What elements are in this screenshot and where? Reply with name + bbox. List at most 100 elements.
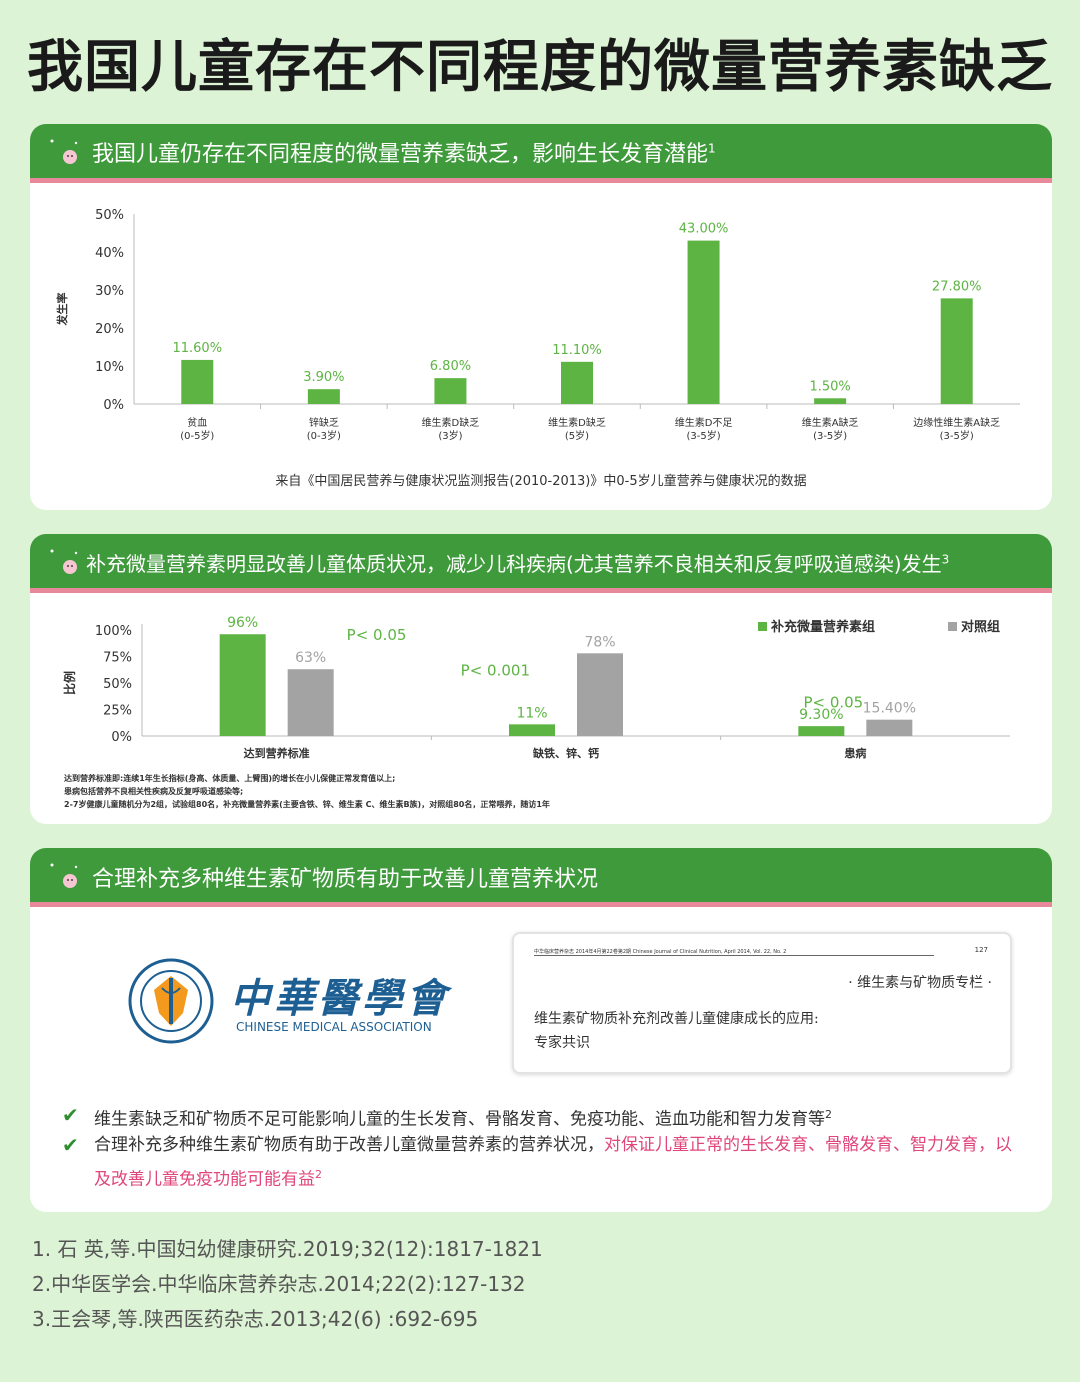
panel-supplement-effect: 补充微量营养素明显改善儿童体质状况，减少儿科疾病(尤其营养不良相关和反复呼吸道感… xyxy=(30,534,1052,824)
check-icon: ✔ xyxy=(62,1133,79,1157)
x-tick-sublabel: (0-5岁) xyxy=(180,429,214,442)
reference-item: 3.王会琴,等.陕西医药杂志.2013;42(6) :692-695 xyxy=(32,1307,479,1331)
y-tick-label: 50% xyxy=(95,208,124,223)
references: 1. 石 英,等.中国妇幼健康研究.2019;32(12):1817-1821 … xyxy=(32,1232,543,1337)
header-divider xyxy=(30,178,1052,183)
legend-label: 补充微量营养素组 xyxy=(770,619,875,635)
x-tick-sublabel: (5岁) xyxy=(565,429,589,442)
reference-item: 1. 石 英,等.中国妇幼健康研究.2019;32(12):1817-1821 xyxy=(32,1237,543,1261)
x-tick-label: 贫血 xyxy=(187,416,207,429)
y-tick-label: 40% xyxy=(95,246,124,261)
bar-supplement xyxy=(509,724,555,736)
data-label: 9.30% xyxy=(799,707,843,723)
bar-supplement xyxy=(219,634,266,736)
header-divider xyxy=(30,588,1052,593)
p-value-label: P< 0.05 xyxy=(347,626,407,644)
bar xyxy=(687,240,720,404)
doc-page-number: 127 xyxy=(974,946,988,954)
data-label: 6.80% xyxy=(430,359,471,374)
bar xyxy=(940,298,973,404)
y-tick-label: 75% xyxy=(103,651,132,666)
data-label: 43.00% xyxy=(679,222,729,237)
x-tick-sublabel: (3-5岁) xyxy=(940,429,974,442)
cma-seal-logo xyxy=(128,958,214,1044)
legend-swatch xyxy=(948,622,957,631)
y-tick-label: 20% xyxy=(95,322,124,337)
study-note: 达到营养标准即:连续1年生长指标(身高、体质量、上臂围)的增长在小儿保健正常发育… xyxy=(64,774,396,783)
doc-title-line1: 维生素矿物质补充剂改善儿童健康成长的应用: xyxy=(534,1011,819,1027)
consensus-document-card: 中华临床营养杂志 2014年4月第22卷第2期 Chinese Journal … xyxy=(512,932,1012,1074)
panel-header: 合理补充多种维生素矿物质有助于改善儿童营养状况 xyxy=(30,848,1052,902)
legend-swatch xyxy=(758,622,767,631)
bar xyxy=(181,359,214,404)
x-tick-label: 锌缺乏 xyxy=(309,416,339,429)
supplement-grouped-bar-chart: 0% 25% 50% 75% 100% 比例 96% 63% 达到营养标准 11% 78% 缺铁、锌、… xyxy=(62,615,1010,760)
y-tick-label: 30% xyxy=(95,284,124,299)
child-moon-icon xyxy=(49,137,78,164)
panel-header-text: 合理补充多种维生素矿物质有助于改善儿童营养状况 xyxy=(92,867,599,892)
data-label: 63% xyxy=(295,650,326,666)
doc-header-line: 中华临床营养杂志 2014年4月第22卷第2期 Chinese Journal … xyxy=(534,948,934,956)
data-label: 15.40% xyxy=(863,701,916,717)
x-tick-sublabel: (3-5岁) xyxy=(687,429,721,442)
x-tick-label: 缺铁、锌、钙 xyxy=(532,746,599,760)
y-tick-label: 50% xyxy=(103,677,132,692)
deficiency-bar-chart: 0% 10% 20% 30% 40% 50% 发生率 11.60% 贫血(0-5岁) 3.90% 锌… xyxy=(55,208,1020,442)
data-label: 1.50% xyxy=(809,379,850,394)
reference-item: 2.中华医学会.中华临床营养杂志.2014;22(2):127-132 xyxy=(32,1272,526,1296)
x-tick-sublabel: (0-3岁) xyxy=(307,429,341,442)
study-note: 2-7岁健康儿童随机分为2组，试验组80名，补充微量营养素(主要含铁、锌、维生素… xyxy=(64,800,550,809)
x-tick-label: 患病 xyxy=(844,746,866,760)
bar xyxy=(307,389,340,404)
data-label: 96% xyxy=(227,615,258,631)
y-axis-label: 比例 xyxy=(62,671,77,695)
bar xyxy=(814,398,847,404)
source-note: 来自《中国居民营养与健康状况监测报告(2010-2013)》中0-5岁儿童营养与… xyxy=(275,474,807,489)
cma-logo-english: CHINESE MEDICAL ASSOCIATION xyxy=(236,1020,432,1034)
data-label: 11.60% xyxy=(172,341,222,356)
data-label: 11% xyxy=(516,705,547,721)
x-tick-label: 达到营养标准 xyxy=(244,746,310,760)
panel-consensus: 合理补充多种维生素矿物质有助于改善儿童营养状况 中華醫學會 CHINESE ME… xyxy=(30,848,1052,1212)
bar-control xyxy=(287,669,334,736)
check-icon: ✔ xyxy=(62,1103,79,1127)
bar-control xyxy=(577,653,623,736)
bullet-text: 合理补充多种维生素矿物质有助于改善儿童微量营养素的营养状况，对保证儿童正常的生长… xyxy=(94,1135,1012,1190)
doc-title-line2: 专家共识 xyxy=(534,1035,590,1051)
x-tick-label: 维生素A缺乏 xyxy=(802,416,859,429)
p-value-label: P< 0.05 xyxy=(803,694,863,712)
x-tick-sublabel: (3-5岁) xyxy=(813,429,847,442)
data-label: 78% xyxy=(584,634,615,650)
x-tick-label: 维生素D不足 xyxy=(675,416,733,429)
panel-header-text: 我国儿童仍存在不同程度的微量营养素缺乏，影响生长发育潜能1 xyxy=(92,141,716,167)
doc-column-title: · 维生素与矿物质专栏 · xyxy=(848,975,992,991)
panel-header-text: 补充微量营养素明显改善儿童体质状况，减少儿科疾病(尤其营养不良相关和反复呼吸道感… xyxy=(86,552,950,576)
data-label: 3.90% xyxy=(303,370,344,385)
x-tick-label: 维生素D缺乏 xyxy=(548,416,606,429)
study-note: 患病包括营养不良相关性疾病及反复呼吸道感染等; xyxy=(64,787,244,796)
bar-control xyxy=(866,719,913,736)
y-tick-label: 10% xyxy=(95,360,124,375)
data-label: 11.10% xyxy=(552,343,602,358)
y-tick-label: 100% xyxy=(95,624,132,639)
y-tick-label: 0% xyxy=(111,730,132,745)
data-label: 27.80% xyxy=(932,279,982,294)
panel-header: 我国儿童仍存在不同程度的微量营养素缺乏，影响生长发育潜能1 xyxy=(30,124,1052,178)
cma-logo-chinese: 中華醫學會 xyxy=(230,975,450,1022)
bullet-text: 维生素缺乏和矿物质不足可能影响儿童的生长发育、骨骼发育、免疫功能、造血功能和智力… xyxy=(94,1108,832,1130)
y-axis-label: 发生率 xyxy=(55,293,69,327)
bar xyxy=(434,378,467,404)
x-tick-sublabel: (3岁) xyxy=(438,429,462,442)
bar-supplement xyxy=(798,726,845,736)
x-tick-label: 维生素D缺乏 xyxy=(422,416,480,429)
child-moon-icon xyxy=(49,547,78,574)
p-value-label: P< 0.001 xyxy=(461,661,530,679)
legend-label: 对照组 xyxy=(961,619,1000,635)
panel-deficiency-rates: 我国儿童仍存在不同程度的微量营养素缺乏，影响生长发育潜能1 0% 10% 20% 30… xyxy=(30,124,1052,510)
study-notes: 达到营养标准即:连续1年生长指标(身高、体质量、上臂围)的增长在小儿保健正常发育… xyxy=(64,772,550,811)
page-title: 我国儿童存在不同程度的微量营养素缺乏 xyxy=(27,35,1053,100)
child-moon-icon xyxy=(49,861,78,888)
header-divider xyxy=(30,902,1052,907)
y-tick-label: 25% xyxy=(103,704,132,719)
bar xyxy=(561,361,593,404)
